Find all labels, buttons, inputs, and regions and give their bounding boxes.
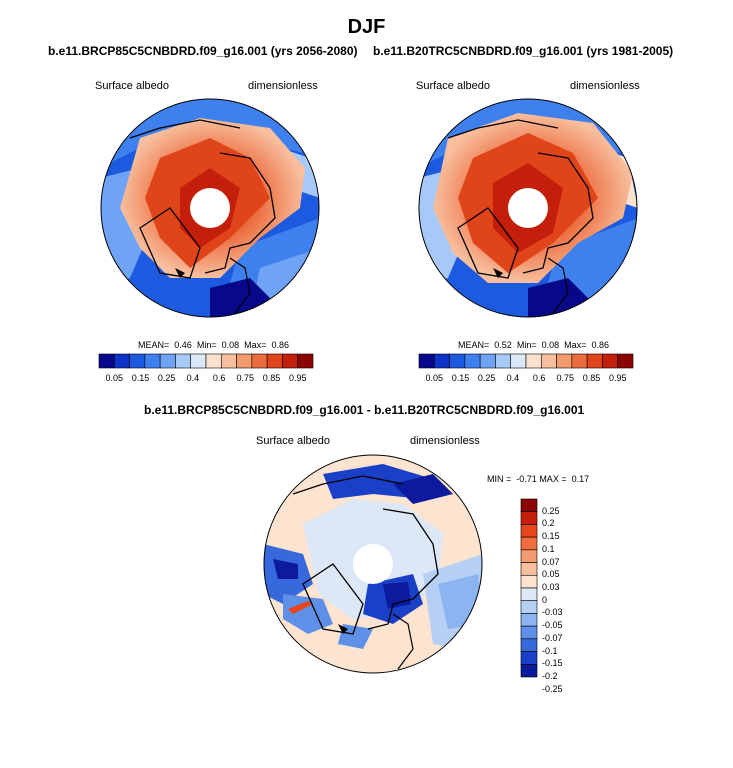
panel-1-colorbar-tick-label: 0.95 — [288, 373, 307, 383]
panel-1-colorbar-swatch — [282, 353, 299, 369]
panel-1-colorbar — [98, 353, 314, 369]
panel-3-colorbar-tick-label: 0.2 — [542, 518, 555, 529]
panel-2-colorbar-tick-label: 0.05 — [425, 373, 444, 383]
panel-1-colorbar-swatch — [144, 353, 161, 369]
panel-3-colorbar-swatch — [520, 638, 538, 652]
panel-2-colorbar-swatch — [433, 353, 450, 369]
panel-2-variable: Surface albedo — [416, 80, 490, 92]
panel-1-colorbar-swatch — [129, 353, 146, 369]
panel-1-colorbar-swatch — [266, 353, 283, 369]
panel-3-colorbar-tick-label: 0.1 — [542, 543, 555, 554]
panel-2-colorbar-swatch — [540, 353, 557, 369]
panel-3-colorbar-swatch — [520, 562, 538, 576]
panel-3-colorbar-swatch — [520, 625, 538, 640]
panel-1-stats: MEAN= 0.46 Min= 0.08 Max= 0.86 — [138, 340, 289, 350]
panel-1-colorbar-swatch — [236, 353, 253, 369]
panel-1-colorbar-tick-label: 0.6 — [212, 373, 226, 383]
panel-3-colorbar-tick-label: -0.03 — [542, 607, 563, 618]
panel-3-colorbar-tick-label: 0.07 — [542, 556, 560, 567]
panel-3-colorbar-swatch — [520, 613, 538, 627]
panel-1-colorbar-labels: 0.05 0.15 0.25 0.4 0.6 0.75 0.85 0.95 — [99, 373, 313, 385]
panel-1-colorbar-tick-label: 0.25 — [157, 373, 176, 383]
panel-1-variable: Surface albedo — [95, 80, 169, 92]
panel-2-colorbar-tick-label: 0.75 — [556, 373, 575, 383]
panel-2-colorbar-swatch — [617, 353, 634, 369]
panel-3-colorbar-tick-label: -0.15 — [542, 658, 563, 669]
panel-1-colorbar-swatch — [220, 353, 237, 369]
panel-1-colorbar-swatch — [159, 353, 176, 369]
panel-2-colorbar-swatch — [525, 353, 542, 369]
panel-2-colorbar-swatch — [449, 353, 466, 369]
panel-1-colorbar-tick-label: 0.75 — [236, 373, 255, 383]
panel-1-colorbar-swatch — [251, 353, 268, 369]
panel-2-colorbar-swatch — [556, 353, 573, 369]
panel-3-colorbar-tick-label: 0.25 — [542, 505, 560, 516]
panel-2-colorbar — [418, 353, 634, 369]
panel-2-colorbar-swatch — [602, 353, 619, 369]
panel-3-colorbar-swatch — [520, 651, 538, 665]
panel-1-colorbar-tick-label: 0.4 — [186, 373, 200, 383]
panel-2-colorbar-tick-label: 0.4 — [506, 373, 520, 383]
panel-3-colorbar-swatch — [520, 549, 538, 563]
panel-1-colorbar-tick-label: 0.05 — [105, 373, 124, 383]
panel-3-variable: Surface albedo — [256, 435, 330, 447]
panel-2-colorbar-tick-label: 0.15 — [451, 373, 470, 383]
panel-1-colorbar-tick-label: 0.15 — [131, 373, 150, 383]
panel-3-colorbar-tick-label: -0.25 — [542, 683, 563, 694]
panel-1-colorbar-swatch — [297, 353, 314, 369]
panel-2-colorbar-tick-label: 0.25 — [477, 373, 496, 383]
panel-1-colorbar-tick-label: 0.85 — [262, 373, 281, 383]
panel-3-colorbar-swatch — [520, 663, 538, 678]
panel-3-colorbar-tick-label: 0.05 — [542, 569, 560, 580]
panel-1-polar-map — [100, 98, 320, 318]
panel-2-colorbar-tick-label: 0.95 — [608, 373, 627, 383]
panel-2-units: dimensionless — [570, 80, 640, 92]
panel-2-colorbar-swatch — [571, 353, 588, 369]
panel-2-colorbar-swatch — [495, 353, 512, 369]
panel-2-colorbar-swatch — [479, 353, 496, 369]
figure-title: DJF — [347, 16, 386, 38]
panel-3-colorbar-swatch — [520, 524, 538, 538]
panel-2-colorbar-swatch — [418, 353, 435, 369]
panel-2-stats: MEAN= 0.52 Min= 0.08 Max= 0.86 — [458, 340, 609, 350]
panel-3-colorbar-tick-label: 0.15 — [542, 531, 560, 542]
panel-3-stats: MIN = -0.71 MAX = 0.17 — [487, 474, 590, 484]
panel-3-colorbar-tick-label: -0.1 — [542, 645, 558, 656]
panel-1-colorbar-swatch — [205, 353, 222, 369]
panel-2-title: b.e11.B20TRC5CNBDRD.f09_g16.001 (yrs 198… — [373, 44, 674, 58]
panel-1-colorbar-swatch — [113, 353, 130, 369]
panel-2-colorbar-swatch — [510, 353, 527, 369]
panel-1-title: b.e11.BRCP85C5CNBDRD.f09_g16.001 (yrs 20… — [48, 44, 358, 58]
panel-3-polar-map — [263, 454, 483, 674]
panel-1-colorbar-swatch — [175, 353, 192, 369]
panel-3-colorbar-tick-label: -0.07 — [542, 632, 563, 643]
panel-2-colorbar-tick-label: 0.85 — [582, 373, 601, 383]
panel-1-units: dimensionless — [248, 80, 318, 92]
panel-3-colorbar-swatch — [520, 574, 538, 589]
panel-3-colorbar-swatch — [520, 536, 538, 551]
panel-3-colorbar-tick-label: -0.05 — [542, 620, 563, 631]
panel-3-colorbar-tick-label: 0.03 — [542, 582, 560, 592]
panel-3-colorbar-swatch — [520, 587, 538, 602]
panel-2-colorbar-labels: 0.05 0.15 0.25 0.4 0.6 0.75 0.85 0.95 — [419, 373, 633, 385]
panel-3-colorbar-swatch — [520, 498, 538, 513]
panel-2-colorbar-swatch — [586, 353, 603, 369]
panel-3-colorbar-swatch — [520, 600, 538, 614]
panel-2-colorbar-tick-label: 0.6 — [532, 373, 546, 383]
panel-3-colorbar-labels: 0.25 0.2 0.15 0.1 0.07 0.05 0.03 0 -0.03 -0.05 -0.… — [542, 499, 582, 694]
panel-2-polar-map — [418, 98, 638, 318]
panel-3-colorbar — [520, 498, 538, 678]
panel-3-colorbar-tick-label: -0.2 — [542, 671, 558, 681]
panel-1-colorbar-swatch — [190, 353, 207, 369]
panel-3-colorbar-tick-label: 0 — [542, 594, 548, 605]
panel-3-title: b.e11.BRCP85C5CNBDRD.f09_g16.001 - b.e11… — [144, 403, 585, 417]
panel-3-colorbar-swatch — [520, 511, 538, 525]
panel-1-colorbar-swatch — [98, 353, 115, 369]
panel-2-colorbar-swatch — [464, 353, 481, 369]
panel-3-units: dimensionless — [410, 435, 480, 447]
